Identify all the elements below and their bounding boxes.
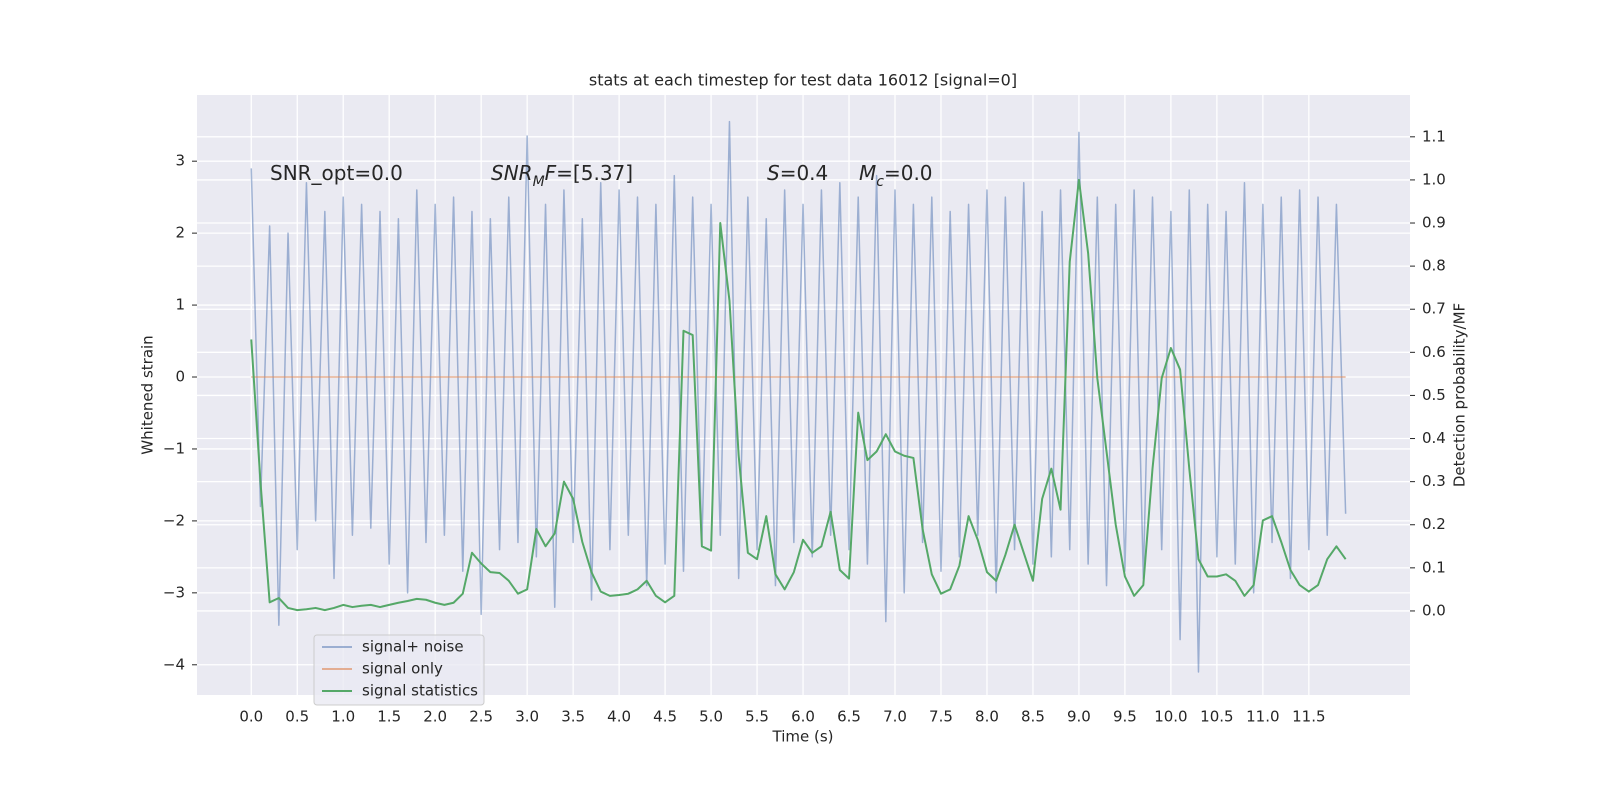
x-tick-label: 5.0 xyxy=(699,708,723,726)
x-tick-label: 2.0 xyxy=(423,708,447,726)
y-tick-label: −3 xyxy=(163,583,185,601)
x-tick-label: 6.0 xyxy=(791,708,815,726)
annotation: Mc=0.0 xyxy=(859,161,933,191)
x-tick-label: 7.5 xyxy=(929,708,953,726)
x-tick-label: 4.0 xyxy=(607,708,631,726)
y-tick-label: −4 xyxy=(163,655,185,673)
y2-tick-label: 0.2 xyxy=(1422,515,1446,533)
x-tick-label: 10.0 xyxy=(1154,708,1187,726)
x-tick-label: 0.0 xyxy=(239,708,263,726)
annotation-part: =0.0 xyxy=(884,161,933,185)
x-tick-label: 1.5 xyxy=(377,708,401,726)
x-tick-label: 2.5 xyxy=(469,708,493,726)
annotation: SNR_opt=0.0 xyxy=(270,161,403,185)
y2-tick-label: 1.1 xyxy=(1422,127,1446,145)
x-tick-label: 9.0 xyxy=(1067,708,1091,726)
y2-tick-label: 0.5 xyxy=(1422,386,1446,404)
y2-tick-label: 0.0 xyxy=(1422,601,1446,619)
x-tick-label: 4.5 xyxy=(653,708,677,726)
y2-tick-label: 0.9 xyxy=(1422,214,1446,232)
y2-tick-label: 0.4 xyxy=(1422,429,1446,447)
x-tick-label: 8.0 xyxy=(975,708,999,726)
y2-tick-label: 0.8 xyxy=(1422,257,1446,275)
y2-axis-label: Detection probability/MF xyxy=(1451,303,1469,487)
y2-tick-label: 0.6 xyxy=(1422,343,1446,361)
x-tick-label: 10.5 xyxy=(1200,708,1233,726)
y-tick-label: 3 xyxy=(175,152,185,170)
annotation-part: =0.4 xyxy=(780,161,829,185)
x-tick-label: 1.0 xyxy=(331,708,355,726)
y-tick-label: −1 xyxy=(163,439,185,457)
x-tick-label: 11.0 xyxy=(1246,708,1279,726)
x-tick-label: 11.5 xyxy=(1292,708,1325,726)
annotation-part: c xyxy=(876,174,884,190)
annotation-part: SNR_opt=0.0 xyxy=(270,161,403,185)
x-tick-label: 3.0 xyxy=(515,708,539,726)
legend-label: signal+ noise xyxy=(362,638,464,656)
annotation-part: F xyxy=(545,161,557,185)
y-axis-label: Whitened strain xyxy=(139,335,157,454)
annotation-part: S xyxy=(767,161,780,185)
annotation-part: =[5.37] xyxy=(556,161,633,185)
y-tick-label: −2 xyxy=(163,511,185,529)
y-tick-label: 0 xyxy=(175,368,185,386)
legend-box xyxy=(313,634,485,706)
series-line xyxy=(250,178,1347,612)
x-tick-label: 3.5 xyxy=(561,708,585,726)
legend-label: signal statistics xyxy=(362,682,478,700)
annotation-part: M xyxy=(859,161,876,185)
x-tick-label: 7.0 xyxy=(883,708,907,726)
annotation-part: M xyxy=(533,174,545,190)
chart-title: stats at each timestep for test data 160… xyxy=(589,71,1017,90)
x-tick-label: 0.5 xyxy=(285,708,309,726)
y-tick-label: 2 xyxy=(175,224,185,242)
annotation: S=0.4 xyxy=(767,161,828,185)
x-tick-label: 9.5 xyxy=(1113,708,1137,726)
annotation: SNRMF=[5.37] xyxy=(491,161,633,191)
y-tick-label: 1 xyxy=(175,296,185,314)
y2-tick-label: 0.1 xyxy=(1422,558,1446,576)
annotation-part: SNR xyxy=(491,161,533,185)
series-line xyxy=(250,120,1347,673)
y2-tick-label: 1.0 xyxy=(1422,170,1446,188)
y2-tick-label: 0.7 xyxy=(1422,300,1446,318)
x-axis-label: Time (s) xyxy=(772,728,834,746)
x-tick-label: 6.5 xyxy=(837,708,861,726)
y2-tick-label: 0.3 xyxy=(1422,472,1446,490)
x-tick-label: 8.5 xyxy=(1021,708,1045,726)
x-tick-label: 5.5 xyxy=(745,708,769,726)
legend-label: signal only xyxy=(362,660,443,678)
